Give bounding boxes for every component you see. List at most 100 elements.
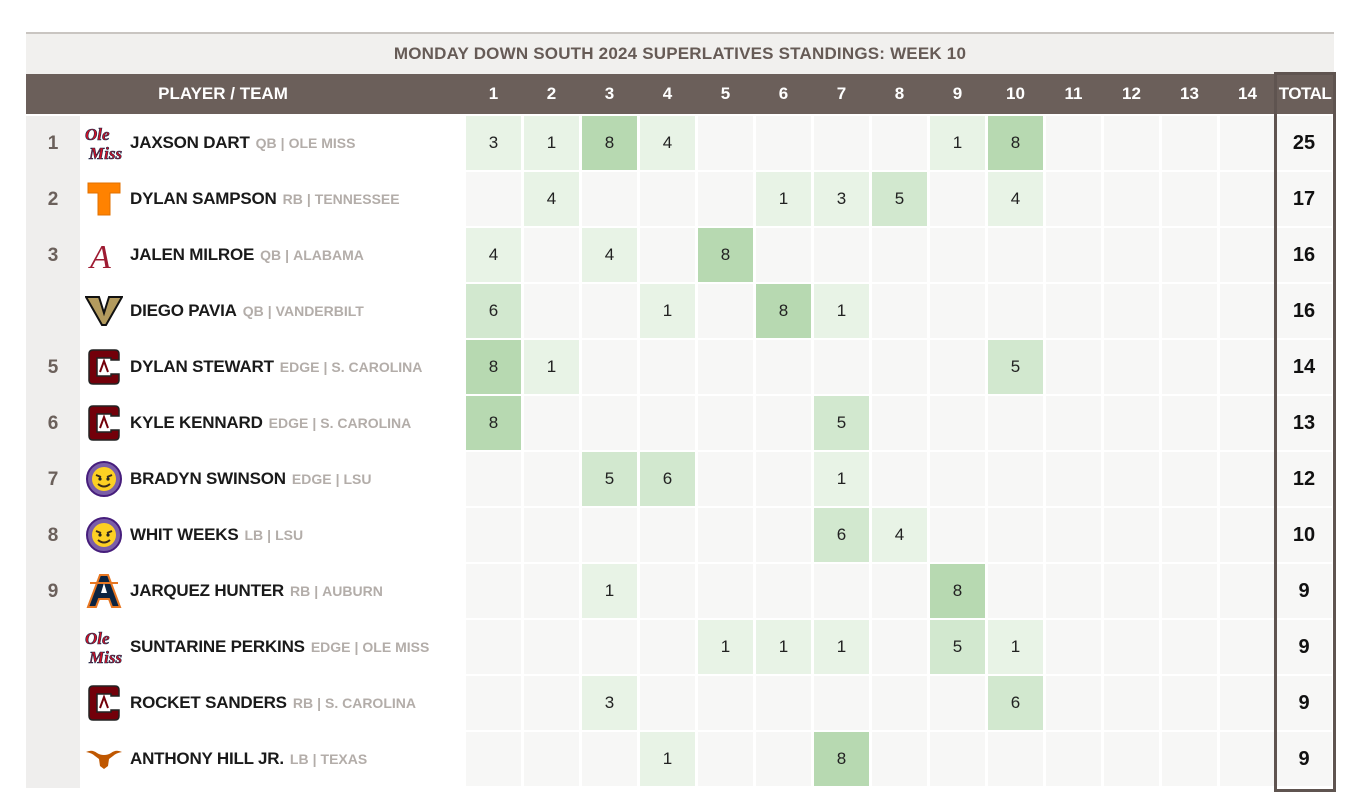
score-cell-week-1 — [466, 620, 521, 674]
score-cell-week-5 — [698, 396, 753, 450]
player-name-cell: JARQUEZ HUNTER RB | AUBURN — [130, 564, 383, 618]
separator: | — [267, 303, 272, 319]
week-header-6: 6 — [778, 84, 789, 103]
score-cell-week-6 — [756, 732, 811, 786]
tennessee-logo — [82, 176, 126, 222]
player-position: EDGE — [268, 415, 309, 431]
score-cell-week-14 — [1220, 284, 1275, 338]
player-team: OLE MISS — [288, 135, 356, 151]
player-team: OLE MISS — [362, 639, 430, 655]
score-cell-week-1 — [466, 172, 521, 226]
rank-cell: 8 — [26, 508, 80, 564]
player-name: JARQUEZ HUNTER — [130, 581, 284, 600]
score-cell-week-4: 6 — [640, 452, 695, 506]
player-team: AUBURN — [322, 583, 383, 599]
score-cell-week-9 — [930, 732, 985, 786]
score-cell-week-1: 8 — [466, 396, 521, 450]
score-cell-week-11 — [1046, 340, 1101, 394]
score-cell-week-9 — [930, 340, 985, 394]
player-position: QB — [255, 135, 277, 151]
table-row: Ole Miss SUNTARINE PERKINS EDGE | OLE MISS 1 1 1… — [26, 620, 1334, 676]
table-row: 5 DYLAN STEWART EDGE | S. CAROLINA 8 1 5 14 — [26, 340, 1334, 396]
score-cell-week-13 — [1162, 732, 1217, 786]
total-cell: 10 — [1276, 508, 1332, 562]
vanderbilt-logo — [82, 288, 126, 334]
header-row: PLAYER / TEAM 1 2 3 4 5 6 7 8 9 10 11 12 13 14 — [26, 74, 1334, 114]
rank-cell: 7 — [26, 452, 80, 508]
week-header-1: 1 — [488, 84, 499, 103]
total-cell: 16 — [1276, 284, 1332, 338]
week-header-11: 11 — [1064, 84, 1083, 103]
score-cell-week-9: 5 — [930, 620, 985, 674]
score-cell-week-4 — [640, 508, 695, 562]
score-cell-week-10 — [988, 228, 1043, 282]
score-cell-week-2 — [524, 676, 579, 730]
score-cell-week-11 — [1046, 284, 1101, 338]
separator: | — [306, 191, 311, 207]
score-cell-week-1: 4 — [466, 228, 521, 282]
player-position: QB — [242, 303, 264, 319]
score-cell-week-6: 1 — [756, 620, 811, 674]
score-cell-week-12 — [1104, 172, 1159, 226]
score-cell-week-6 — [756, 396, 811, 450]
score-cell-week-14 — [1220, 732, 1275, 786]
score-cell-week-13 — [1162, 452, 1217, 506]
score-cell-week-6 — [756, 564, 811, 618]
total-cell: 14 — [1276, 340, 1332, 394]
score-cell-week-14 — [1220, 508, 1275, 562]
score-cell-week-12 — [1104, 284, 1159, 338]
score-cell-week-12 — [1104, 228, 1159, 282]
score-cell-week-12 — [1104, 452, 1159, 506]
score-cell-week-4: 4 — [640, 116, 695, 170]
player-position: EDGE — [310, 639, 351, 655]
score-cell-week-1 — [466, 452, 521, 506]
score-cell-week-7: 1 — [814, 620, 869, 674]
score-cell-week-2 — [524, 396, 579, 450]
score-cell-week-3: 5 — [582, 452, 637, 506]
player-name: ANTHONY HILL JR. — [130, 749, 284, 768]
svg-text:A: A — [88, 239, 111, 274]
score-cell-week-13 — [1162, 284, 1217, 338]
score-cell-week-6 — [756, 340, 811, 394]
svg-text:Ole: Ole — [85, 125, 110, 144]
player-team: LSU — [275, 527, 304, 543]
rank-cell: 6 — [26, 396, 80, 452]
score-cell-week-3: 1 — [582, 564, 637, 618]
south-carolina-logo — [82, 400, 126, 446]
score-cell-week-10 — [988, 564, 1043, 618]
player-name: ROCKET SANDERS — [130, 693, 287, 712]
player-name: WHIT WEEKS — [130, 525, 239, 544]
score-cell-week-5 — [698, 508, 753, 562]
separator: | — [317, 695, 321, 711]
score-cell-week-5 — [698, 452, 753, 506]
score-cell-week-6 — [756, 676, 811, 730]
week-header-10: 10 — [1006, 84, 1025, 103]
player-team: S. CAROLINA — [320, 415, 412, 431]
score-cell-week-14 — [1220, 620, 1275, 674]
score-cell-week-2 — [524, 284, 579, 338]
score-cell-week-13 — [1162, 396, 1217, 450]
svg-text:Miss: Miss — [88, 648, 122, 667]
score-cell-week-1: 3 — [466, 116, 521, 170]
score-cell-week-2: 1 — [524, 116, 579, 170]
score-cell-week-12 — [1104, 676, 1159, 730]
week-header-12: 12 — [1122, 84, 1141, 103]
player-position: RB — [290, 583, 311, 599]
score-cell-week-7 — [814, 676, 869, 730]
score-cell-week-3 — [582, 396, 637, 450]
week-header-5: 5 — [720, 84, 731, 103]
player-name-cell: KYLE KENNARD EDGE | S. CAROLINA — [130, 396, 411, 450]
week-header-3: 3 — [604, 84, 615, 103]
score-cell-week-1 — [466, 564, 521, 618]
table-row: 9 JARQUEZ HUNTER RB | AUBURN 1 8 9 — [26, 564, 1334, 620]
lsu-logo — [82, 512, 126, 558]
score-cell-week-7: 6 — [814, 508, 869, 562]
score-cell-week-7 — [814, 564, 869, 618]
total-cell: 16 — [1276, 228, 1332, 282]
score-cell-week-10 — [988, 396, 1043, 450]
score-cell-week-12 — [1104, 564, 1159, 618]
table-row: 3 A JALEN MILROE QB | ALABAMA 4 4 8 16 — [26, 228, 1334, 284]
score-cell-week-10: 6 — [988, 676, 1043, 730]
score-cell-week-13 — [1162, 564, 1217, 618]
score-cell-week-1 — [466, 732, 521, 786]
